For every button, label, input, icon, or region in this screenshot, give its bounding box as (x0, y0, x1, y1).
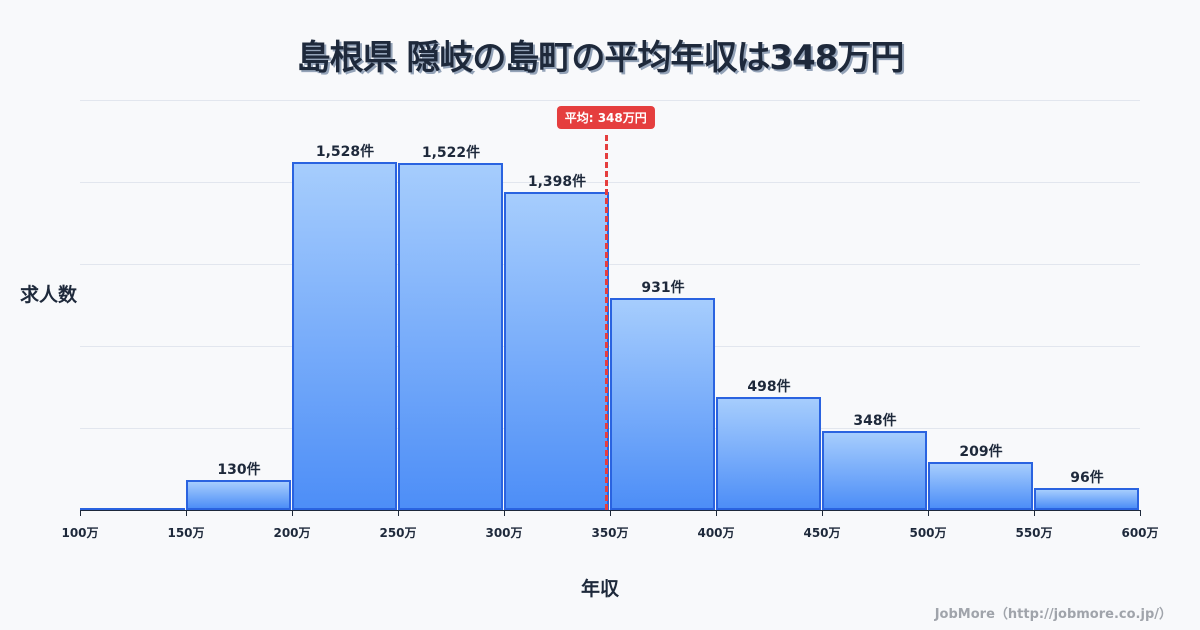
x-tick-label: 150万 (167, 526, 205, 540)
x-tick-label: 300万 (485, 526, 523, 540)
histogram-bar (80, 508, 185, 510)
x-axis-label: 年収 (580, 578, 619, 600)
x-tick (292, 510, 293, 516)
bar-value-label: 1,398件 (527, 173, 587, 190)
x-tick (610, 510, 611, 516)
plot-area: 130件 1,528件 1,522件 1,398件 931件 498件 348件 209件 96… (80, 100, 1140, 510)
x-tick-label: 350万 (591, 526, 629, 540)
x-tick (504, 510, 505, 516)
x-tick (186, 510, 187, 516)
histogram-bar (504, 191, 609, 510)
mean-badge: 平均: 348万円 (556, 106, 655, 129)
x-tick-label: 400万 (697, 526, 735, 540)
x-tick (822, 510, 823, 516)
histogram-bar (610, 297, 715, 510)
histogram-bar (928, 462, 1033, 510)
x-tick-label: 600万 (1121, 526, 1159, 540)
mean-line (604, 135, 608, 510)
histogram-bar (822, 430, 927, 510)
bar-value-label: 931件 (641, 279, 685, 296)
x-tick-label: 200万 (273, 526, 311, 540)
y-axis-label: 求人数 (20, 284, 78, 306)
gridline (80, 100, 1140, 101)
bar-value-label: 96件 (1070, 470, 1104, 487)
x-tick-label: 500万 (909, 526, 947, 540)
gridline (80, 264, 1140, 265)
bar-value-label: 348件 (853, 412, 897, 429)
footer-credit: JobMore（http://jobmore.co.jp/） (934, 607, 1172, 622)
x-tick (1034, 510, 1035, 516)
x-tick-label: 450万 (803, 526, 841, 540)
chart-title: 島根県 隠岐の島町の平均年収は348万円 (296, 38, 905, 78)
x-tick-label: 100万 (61, 526, 99, 540)
x-tick (928, 510, 929, 516)
x-tick (716, 510, 717, 516)
x-tick-label: 250万 (379, 526, 417, 540)
histogram-bar (398, 163, 503, 510)
gridline (80, 182, 1140, 183)
x-tick-label: 550万 (1015, 526, 1053, 540)
bar-value-label: 498件 (747, 378, 791, 395)
histogram-bar (292, 161, 397, 510)
bar-value-label: 1,522件 (421, 145, 481, 162)
histogram-bar (186, 480, 291, 510)
x-tick (80, 510, 81, 516)
bar-value-label: 209件 (959, 444, 1003, 461)
x-tick (1140, 510, 1141, 516)
histogram-bar (716, 396, 821, 510)
bar-value-label: 130件 (217, 462, 261, 479)
histogram-bar (1034, 488, 1139, 510)
x-tick (398, 510, 399, 516)
bar-value-label: 1,528件 (315, 143, 375, 160)
